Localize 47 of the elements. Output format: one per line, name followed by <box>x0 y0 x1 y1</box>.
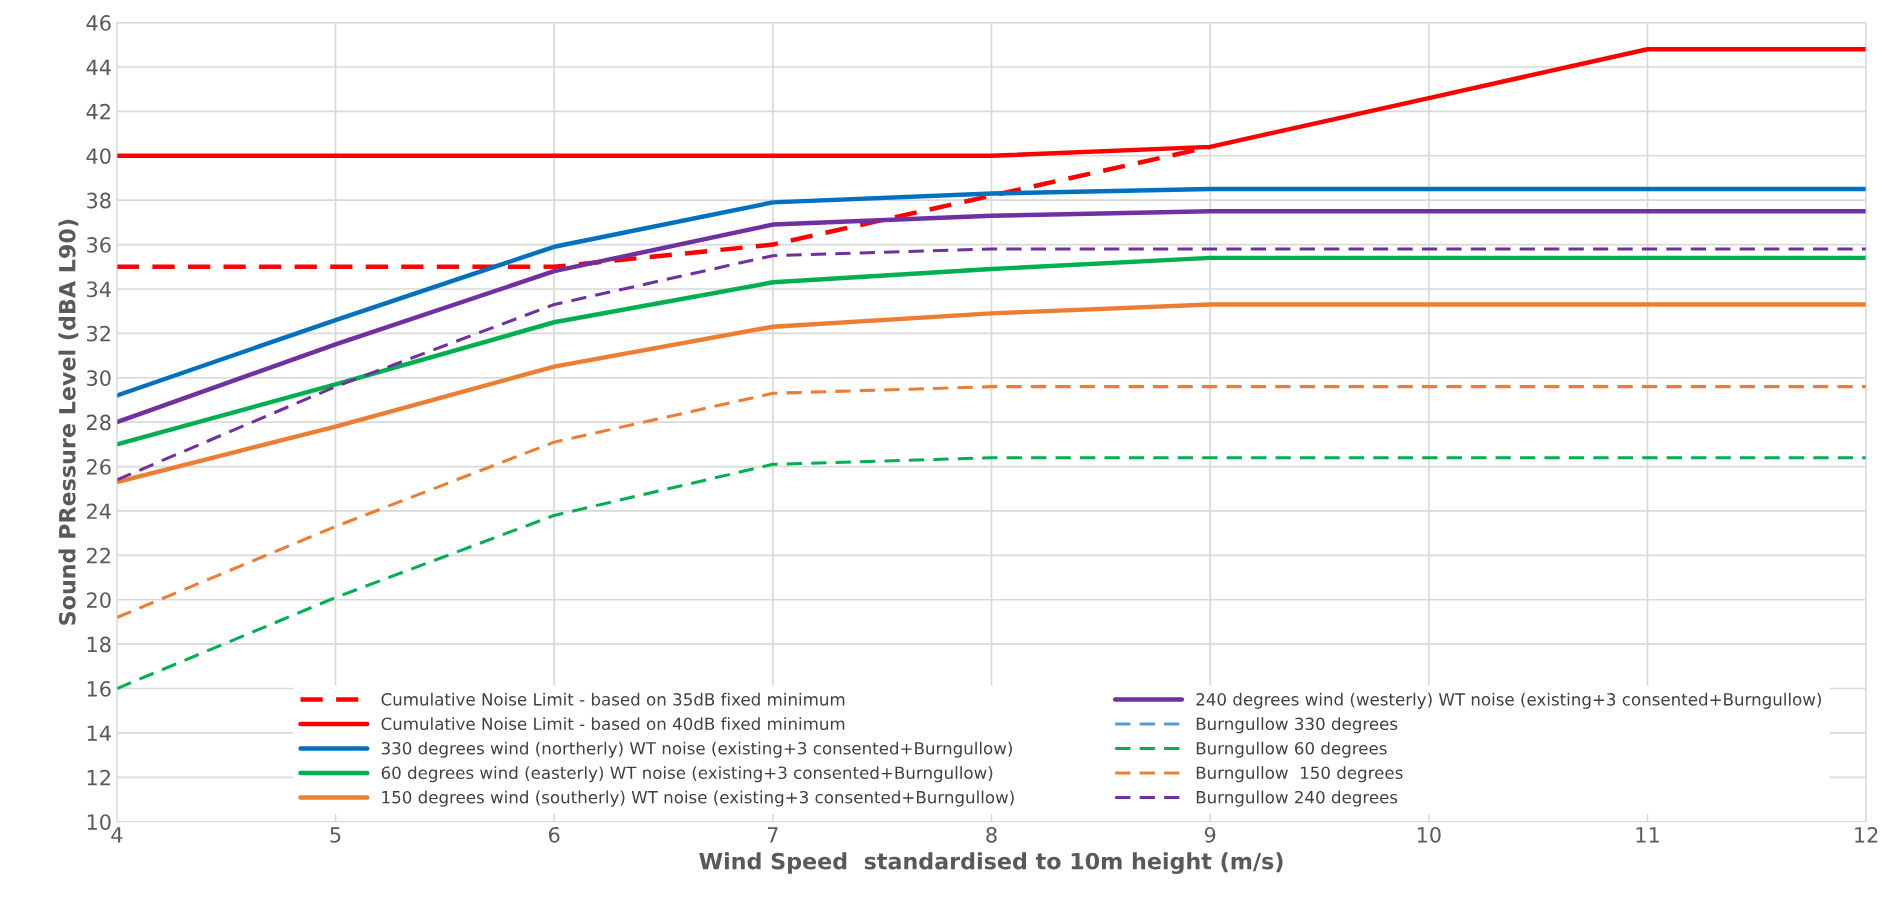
y-tick-label: 14 <box>87 725 111 741</box>
legend-label: 330 degrees wind (northerly) WT noise (existing+3 consented+Burngullow) <box>381 741 1012 758</box>
legend-label: 150 degrees wind (southerly) WT noise (existing+3 consented+Burngullow) <box>382 790 1014 807</box>
y-tick-label: 34 <box>87 281 111 298</box>
x-tick-label: 6 <box>549 826 560 843</box>
y-tick-label: 30 <box>87 370 111 386</box>
y-tick-label: 32 <box>87 325 110 342</box>
y-tick-label: 12 <box>87 769 110 786</box>
x-tick-label: 5 <box>330 827 341 843</box>
x-tick-label: 9 <box>1204 826 1216 843</box>
legend-label: 240 degrees wind (westerly) WT noise (existing+3 consented+Burngullow) <box>1196 692 1821 709</box>
y-tick-label: 22 <box>87 547 110 564</box>
y-tick-label: 26 <box>87 459 111 475</box>
line-series <box>116 456 1867 691</box>
y-tick-label: 10 <box>87 814 111 830</box>
line-series <box>116 209 1867 425</box>
legend-label: Burngullow 150 degrees <box>1196 766 1403 783</box>
line-series <box>116 186 1867 398</box>
line-series <box>116 385 1867 620</box>
y-tick-label: 20 <box>87 592 111 608</box>
x-tick-label: 12 <box>1855 826 1878 843</box>
y-tick-label: 44 <box>86 59 111 75</box>
y-tick-label: 40 <box>86 148 111 164</box>
legend-label: Burngullow 60 degrees <box>1196 741 1387 758</box>
legend-label: Burngullow 240 degrees <box>1196 790 1398 807</box>
y-tick-label: 24 <box>87 503 111 519</box>
y-tick-label: 36 <box>87 237 111 253</box>
y-axis-title: Sound PRessure Level (dBA L90) <box>58 219 79 625</box>
line-series <box>116 247 1867 482</box>
x-tick-label: 10 <box>1417 826 1441 843</box>
y-tick-label: 38 <box>87 192 111 209</box>
y-tick-label: 16 <box>87 680 111 697</box>
legend-label: Cumulative Noise Limit - based on 35dB fixed minimum <box>381 692 845 706</box>
x-axis-title: Wind Speed standardised to 10m height (m/s) <box>699 852 1283 874</box>
y-tick-label: 46 <box>86 15 111 31</box>
line-series <box>116 302 1867 485</box>
y-tick-label: 28 <box>87 414 111 431</box>
y-tick-label: 18 <box>87 636 111 653</box>
y-tick-label: 42 <box>86 103 110 120</box>
x-tick-label: 8 <box>986 826 997 843</box>
line-series <box>116 255 1867 447</box>
legend-label: Burngullow 330 degrees <box>1196 717 1398 734</box>
legend-label: Cumulative Noise Limit - based on 40dB fixed minimum <box>381 717 845 731</box>
x-tick-label: 4 <box>111 827 123 843</box>
legend-label: 60 degrees wind (easterly) WT noise (existing+3 consented+Burngullow) <box>381 766 993 783</box>
x-tick-label: 11 <box>1636 827 1659 843</box>
x-tick-label: 7 <box>767 827 778 843</box>
